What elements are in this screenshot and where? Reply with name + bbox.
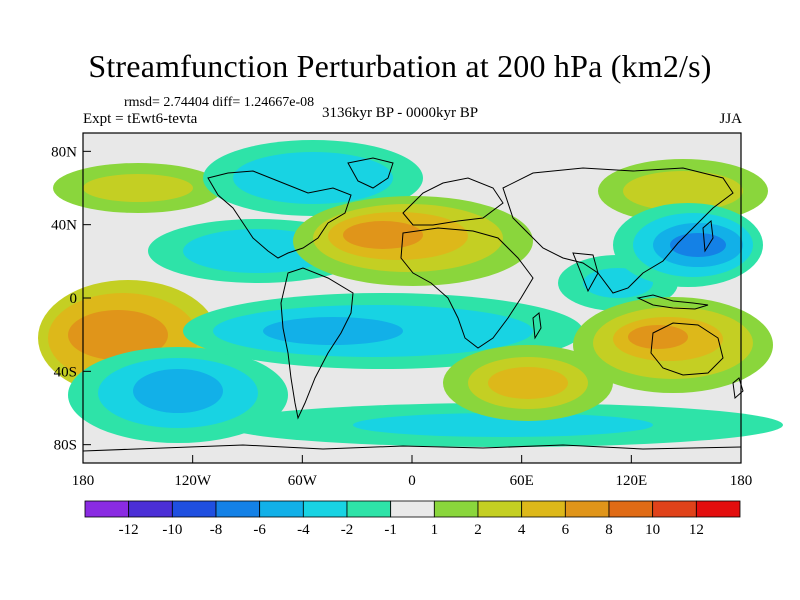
colorbar-label: -10 <box>162 522 182 538</box>
lon-tick-label: 60E <box>510 473 534 489</box>
colorbar-swatch <box>652 500 697 518</box>
lon-tick-label: 120W <box>174 473 212 489</box>
anomaly-asia-high <box>598 159 768 223</box>
colorbar-swatch <box>477 500 523 518</box>
colorbar-label: -6 <box>253 522 266 538</box>
asia-coastline <box>502 167 734 294</box>
anomaly-southern-ocean <box>223 403 783 447</box>
colorbar-label: 4 <box>518 522 526 538</box>
experiment-text: Expt = tEwt6-tevta <box>83 111 198 127</box>
colorbar-label: 2 <box>474 522 482 538</box>
colorbar-swatch <box>433 500 479 518</box>
lat-tick-label: 40N <box>51 218 77 234</box>
colorbar-swatch <box>171 500 217 518</box>
lon-tick-label: 60W <box>288 473 318 489</box>
colorbar-label: -12 <box>119 522 139 538</box>
anomaly-south-indian-high <box>443 345 613 421</box>
colorbar-label: 6 <box>562 522 570 538</box>
australia-coastline <box>650 322 724 376</box>
colorbar-label: 12 <box>689 522 704 538</box>
anomaly-south-pacific-low <box>68 347 288 443</box>
lat-tick-label: 80N <box>51 144 77 160</box>
greenland-coastline <box>347 157 394 189</box>
lat-axis: 80N 40N 0 40S 80S <box>51 144 91 454</box>
japan-coastline <box>702 219 714 253</box>
indonesia-coastline <box>636 294 709 310</box>
anomaly-atlantic-africa-high <box>293 196 533 286</box>
anomaly-north-pacific-east <box>53 163 223 213</box>
lat-tick-label: 80S <box>54 438 77 454</box>
colorbar-swatch <box>390 500 435 518</box>
colorbar-swatch <box>564 500 610 518</box>
colorbar-swatch <box>695 500 741 518</box>
colorbar-swatch <box>521 500 566 518</box>
lon-tick-label: 180 <box>72 473 95 489</box>
india-coastline <box>572 252 599 293</box>
colorbar-swatch <box>608 500 654 518</box>
colorbar-label: 10 <box>645 522 660 538</box>
colorbar-label: -4 <box>297 522 310 538</box>
colorbar-label: -2 <box>341 522 354 538</box>
lat-tick-label: 0 <box>70 291 78 307</box>
colorbar-label: 1 <box>431 522 439 538</box>
anomaly-australia-high <box>573 297 773 393</box>
colorbar-swatch <box>128 500 173 518</box>
antarctica-coastline <box>82 444 742 452</box>
period-text: 3136kyr BP - 0000kyr BP <box>321 105 479 121</box>
north-america-coastline <box>207 170 352 259</box>
madagascar-coastline <box>532 312 542 340</box>
stats-text: rmsd= 2.74404 diff= 1.24667e-08 <box>124 95 315 110</box>
europe-coastline <box>402 177 504 226</box>
lat-tick-label: 40S <box>54 364 77 380</box>
colorbar-label: -1 <box>384 522 397 538</box>
lon-tick-label: 120E <box>615 473 647 489</box>
colorbar-swatch <box>84 500 130 518</box>
colorbar-swatch <box>346 500 392 518</box>
lon-tick-label: 180 <box>730 473 753 489</box>
new-zealand-coastline <box>732 377 744 399</box>
africa-coastline <box>400 227 534 349</box>
colorbar-swatch <box>215 500 261 518</box>
colorbar-swatch <box>259 500 304 518</box>
lon-tick-label: 0 <box>408 473 416 489</box>
season-text: JJA <box>719 111 742 127</box>
colorbar-swatch <box>302 500 348 518</box>
plot-title: Streamfunction Perturbation at 200 hPa (… <box>88 48 712 84</box>
lon-axis: 180 120W 60W 0 60E 120E 180 <box>72 455 753 489</box>
colorbar-label: 8 <box>605 522 613 538</box>
map-plot: 80N 40N 0 40S 80S 180 120W 60W 0 60E 120E 180 <box>38 132 783 489</box>
colorbar-label: -8 <box>210 522 223 538</box>
anomaly-south-america-low <box>183 293 583 369</box>
map-svg: 80N 40N 0 40S 80S 180 120W 60W 0 60E 120E 180 <box>38 132 783 489</box>
south-america-coastline <box>280 267 354 420</box>
colorbar: -12 -10 -8 -6 -4 -2 -1 1 2 4 6 8 10 12 <box>84 500 741 538</box>
